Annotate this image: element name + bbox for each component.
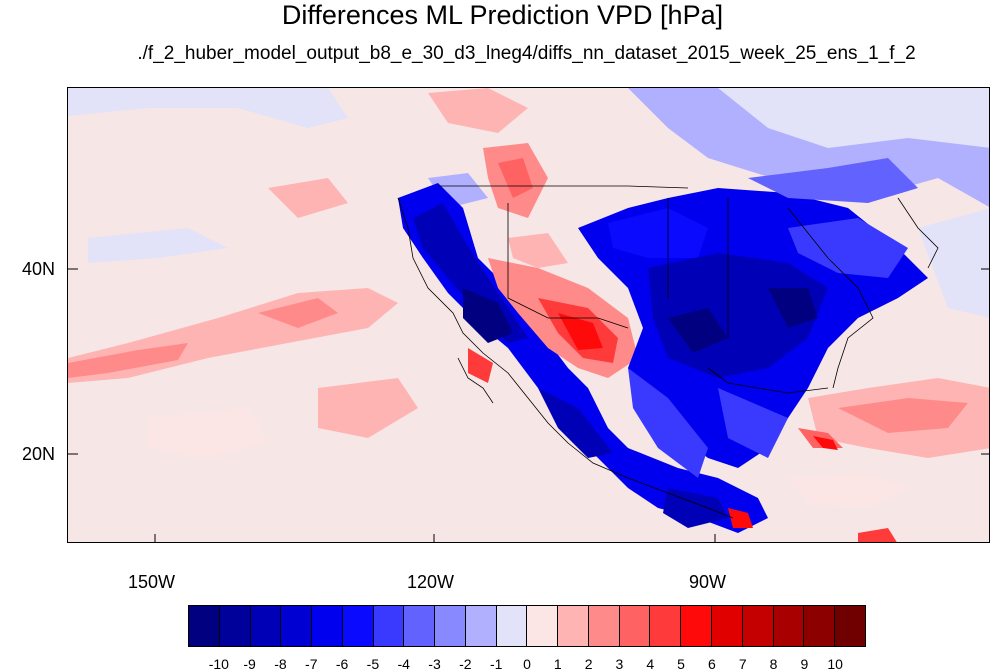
colorbar-cell — [712, 606, 743, 646]
colorbar-cell — [527, 606, 559, 646]
colorbar-cell — [558, 606, 589, 646]
colorbar-cell — [650, 606, 682, 646]
colorbar-label: -8 — [274, 656, 287, 672]
colorbar-cell — [373, 606, 405, 646]
colorbar-label: -9 — [243, 656, 256, 672]
colorbar-label: 9 — [800, 656, 809, 672]
lat-label-20n: 20N — [22, 444, 56, 464]
colorbar-cell — [465, 606, 497, 646]
colorbar-cell — [835, 606, 865, 646]
colorbar-label: -10 — [208, 656, 229, 672]
colorbar-cell — [773, 606, 805, 646]
colorbar-cell — [804, 606, 836, 646]
lat-label-40n: 40N — [22, 259, 56, 279]
colorbar-cell — [219, 606, 251, 646]
colorbar-cell — [250, 606, 282, 646]
lon-label-150w: 150W — [128, 572, 176, 592]
lon-label-90w: 90W — [689, 572, 727, 592]
colorbar-label: 7 — [738, 656, 747, 672]
map-panel — [67, 87, 990, 543]
colorbar-label: -4 — [397, 656, 410, 672]
colorbar-label: 1 — [553, 656, 562, 672]
colorbar-cell — [435, 606, 466, 646]
colorbar-label: 5 — [677, 656, 685, 672]
page-title: Differences ML Prediction VPD [hPa] — [281, 0, 724, 30]
subtitle: ./f_2_huber_model_output_b8_e_30_d3_lneg… — [137, 43, 916, 64]
colorbar-cell — [588, 606, 620, 646]
colorbar — [188, 605, 866, 647]
colorbar-label: 8 — [769, 656, 778, 672]
colorbar-label: -3 — [428, 656, 441, 672]
map-field — [68, 88, 989, 542]
colorbar-cell — [496, 606, 528, 646]
colorbar-label: 4 — [646, 656, 655, 672]
colorbar-label: 10 — [827, 656, 843, 672]
colorbar-label: -2 — [459, 656, 472, 672]
colorbar-label: -5 — [366, 656, 380, 672]
colorbar-cell — [189, 606, 220, 646]
colorbar-label: 3 — [615, 656, 624, 672]
colorbar-cell — [404, 606, 436, 646]
colorbar-cell — [342, 606, 374, 646]
colorbar-label: 0 — [523, 656, 531, 672]
colorbar-cell — [281, 606, 313, 646]
colorbar-label: -1 — [489, 656, 503, 672]
colorbar-cell — [619, 606, 651, 646]
colorbar-cell — [681, 606, 713, 646]
colorbar-label: 2 — [584, 656, 593, 672]
lon-label-120w: 120W — [407, 572, 455, 592]
colorbar-label: -6 — [335, 656, 349, 672]
colorbar-cell — [742, 606, 774, 646]
colorbar-label: -7 — [305, 656, 318, 672]
colorbar-label: 6 — [708, 656, 716, 672]
colorbar-cell — [312, 606, 343, 646]
